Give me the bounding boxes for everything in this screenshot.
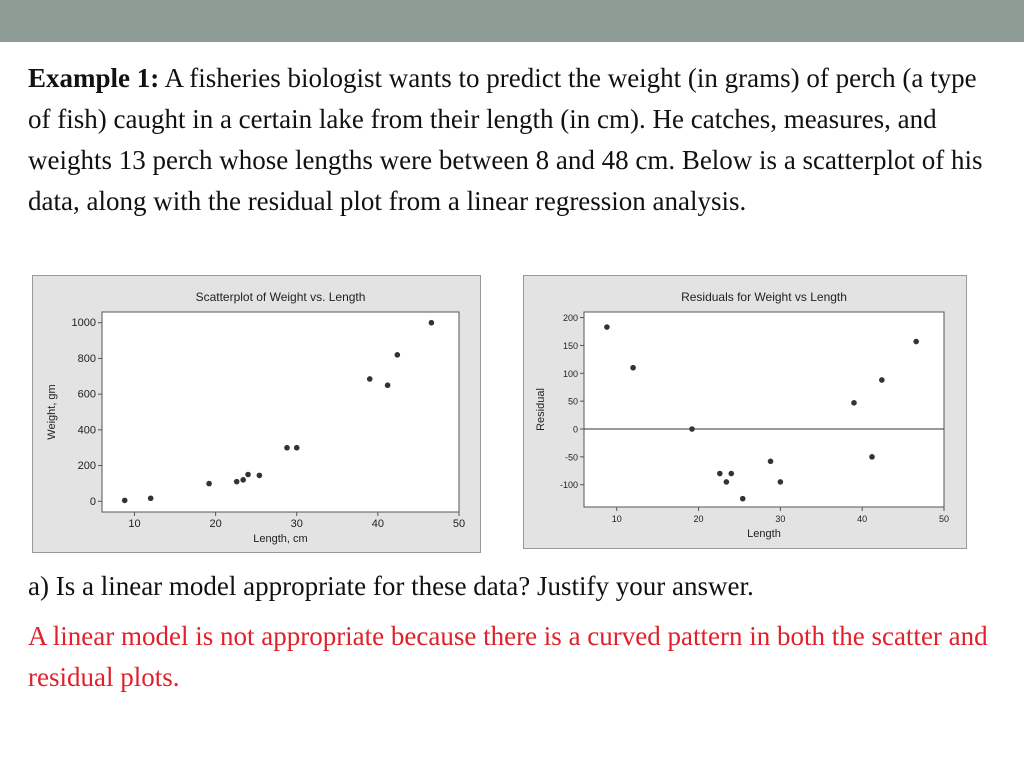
data-point xyxy=(394,352,401,358)
y-tick-label: 200 xyxy=(563,313,578,323)
data-point xyxy=(869,454,875,460)
data-point xyxy=(723,479,730,485)
data-point xyxy=(366,376,373,382)
y-axis-label: Weight, gm xyxy=(46,384,58,439)
y-tick-label: 200 xyxy=(78,460,96,472)
x-axis-label: Length xyxy=(747,528,781,540)
y-tick-label: 0 xyxy=(573,425,578,435)
data-point xyxy=(739,495,746,502)
data-point xyxy=(717,470,723,477)
data-point xyxy=(630,364,636,371)
y-tick-label: 600 xyxy=(78,389,96,401)
x-axis-label: Length, cm xyxy=(253,533,307,545)
data-point xyxy=(293,444,300,451)
chart-title: Residuals for Weight vs Length xyxy=(681,290,847,304)
data-point xyxy=(689,426,695,432)
data-point xyxy=(851,400,857,406)
data-point xyxy=(245,471,251,478)
question-a: a) Is a linear model appropriate for the… xyxy=(28,571,754,601)
residual-plot-chart: Residuals for Weight vs Length Length Resi… xyxy=(535,290,949,540)
data-point xyxy=(147,495,154,502)
y-tick-label: -100 xyxy=(560,480,578,490)
x-tick-label: 20 xyxy=(694,514,704,524)
intro-paragraph: Example 1: A fisheries biologist wants t… xyxy=(28,58,1003,222)
data-point xyxy=(121,497,128,504)
data-point xyxy=(913,338,919,345)
x-tick-label: 10 xyxy=(612,514,622,524)
data-point xyxy=(240,477,246,483)
y-axis-label: Residual xyxy=(535,388,547,431)
x-tick-label: 30 xyxy=(775,514,785,524)
y-tick-label: 1000 xyxy=(72,317,96,329)
data-point xyxy=(284,444,290,451)
data-point xyxy=(604,324,610,330)
y-tick-label: 400 xyxy=(78,424,96,436)
y-tick-label: 800 xyxy=(78,353,96,365)
x-tick-label: 30 xyxy=(291,518,303,530)
x-tick-label: 10 xyxy=(128,518,140,530)
y-tick-label: 0 xyxy=(90,496,96,508)
x-tick-label: 50 xyxy=(939,514,949,524)
data-point xyxy=(728,470,735,477)
residual-plot-panel: Residuals for Weight vs Length Length Resi… xyxy=(523,275,967,549)
y-tick-label: -50 xyxy=(565,452,578,462)
intro-label: Example 1: xyxy=(28,63,160,93)
data-point xyxy=(384,382,391,389)
x-tick-label: 20 xyxy=(209,518,221,530)
data-point xyxy=(233,478,240,485)
plot-area xyxy=(583,311,945,508)
plot-area xyxy=(101,311,460,513)
chart-title: Scatterplot of Weight vs. Length xyxy=(196,290,366,304)
header-bar xyxy=(0,0,1024,42)
data-point xyxy=(879,377,885,383)
y-tick-label: 50 xyxy=(568,397,578,407)
data-point xyxy=(256,472,263,479)
data-point xyxy=(206,480,212,487)
data-point xyxy=(767,458,774,465)
x-tick-label: 40 xyxy=(372,518,384,530)
x-tick-label: 40 xyxy=(857,514,867,524)
data-point xyxy=(428,319,435,326)
y-tick-label: 150 xyxy=(563,341,578,351)
answer-a: A linear model is not appropriate becaus… xyxy=(28,621,988,692)
scatterplot-chart: Scatterplot of Weight vs. Length Length, … xyxy=(46,290,465,545)
x-tick-label: 50 xyxy=(453,518,465,530)
intro-text: A fisheries biologist wants to predict t… xyxy=(28,63,983,216)
scatterplot-panel: Scatterplot of Weight vs. Length Length, … xyxy=(32,275,481,553)
data-point xyxy=(777,479,784,485)
y-tick-label: 100 xyxy=(563,369,578,379)
